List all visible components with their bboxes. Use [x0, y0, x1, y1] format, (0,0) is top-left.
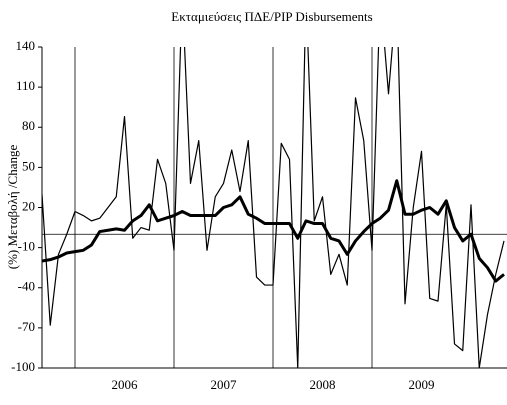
x-tick-label: 2007: [211, 377, 238, 392]
x-tick-label: 2008: [310, 377, 336, 392]
y-tick-label: -100: [11, 359, 35, 374]
y-tick-label: 110: [16, 78, 35, 93]
y-tick-label: 50: [22, 158, 35, 173]
plot-area: [42, 47, 505, 368]
y-tick-label: -70: [18, 319, 35, 334]
data-line: [42, 47, 505, 368]
y-tick-label: 80: [22, 118, 35, 133]
data-line: [42, 179, 505, 283]
y-tick-label: 20: [22, 198, 35, 213]
x-tick-label: 2009: [409, 377, 435, 392]
chart-title: Εκταμιεύσεις ΠΔΕ/PIP Disbursements: [171, 9, 372, 24]
y-axis-label: (%) Μεταβολή /Change: [5, 145, 20, 270]
y-tick-label: 140: [16, 38, 36, 53]
x-tick-label: 2006: [112, 377, 139, 392]
y-tick-label: -40: [18, 279, 35, 294]
y-tick-label: -10: [18, 239, 35, 254]
